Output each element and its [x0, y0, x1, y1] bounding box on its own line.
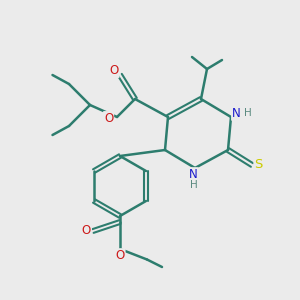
Text: O: O — [116, 249, 124, 262]
Text: S: S — [254, 158, 263, 172]
Text: O: O — [110, 64, 118, 77]
Text: H: H — [190, 180, 197, 190]
Text: N: N — [232, 107, 241, 120]
Text: H: H — [244, 108, 251, 118]
Text: N: N — [189, 168, 198, 181]
Text: O: O — [82, 224, 91, 238]
Text: O: O — [104, 112, 113, 125]
